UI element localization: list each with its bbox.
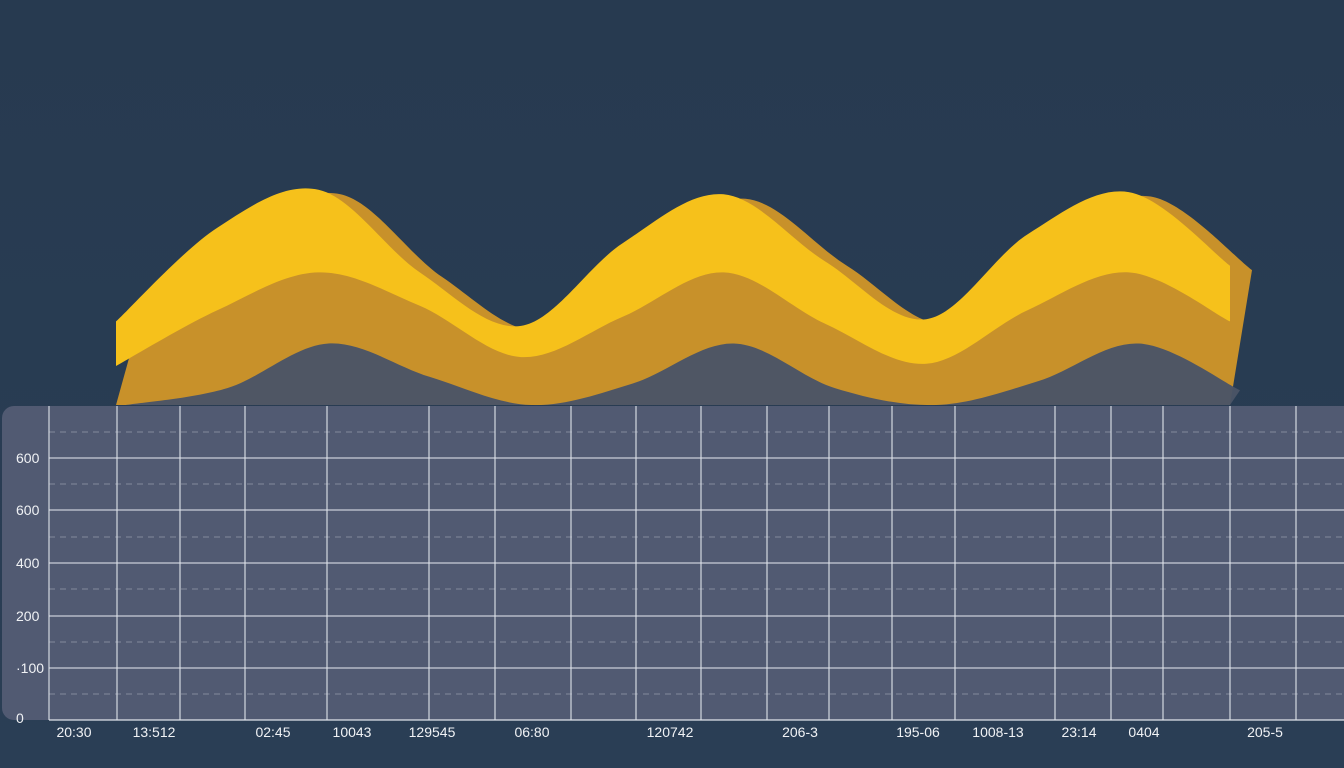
back-wave-area: [116, 192, 1252, 405]
y-tick-label: 200: [16, 608, 40, 624]
x-tick-label: 1008-13: [972, 724, 1024, 740]
y-tick-label: 400: [16, 555, 40, 571]
x-tick-label: 195-06: [896, 724, 940, 740]
x-tick-label: 129545: [409, 724, 456, 740]
x-tick-label: 23:14: [1061, 724, 1096, 740]
mountain-area: [116, 343, 1240, 406]
y-tick-label: 0: [16, 710, 24, 726]
x-tick-label: 205-5: [1247, 724, 1283, 740]
y-tick-label: ·100: [16, 660, 44, 676]
x-tick-label: 10043: [333, 724, 372, 740]
x-tick-label: 120742: [647, 724, 694, 740]
x-tick-label: 20:30: [56, 724, 91, 740]
x-tick-label: 0404: [1128, 724, 1159, 740]
x-tick-label: 206-3: [782, 724, 818, 740]
x-tick-label: 13:512: [133, 724, 176, 740]
x-tick-label: 06:80: [514, 724, 549, 740]
x-tick-label: 02:45: [255, 724, 290, 740]
y-tick-label: 600: [16, 502, 40, 518]
front-wave-area: [116, 188, 1230, 366]
y-tick-label: 600: [16, 450, 40, 466]
